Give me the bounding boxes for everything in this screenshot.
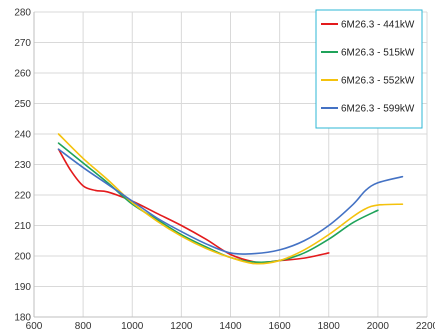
legend-label-1: 6M26.3 - 441kW xyxy=(341,20,415,31)
y-tick-label: 210 xyxy=(14,221,31,232)
x-tick-label: 1600 xyxy=(269,321,292,332)
x-tick-label: 600 xyxy=(26,321,43,332)
legend-label-3: 6M26.3 - 552kW xyxy=(341,76,415,87)
series-line-1 xyxy=(57,148,330,264)
x-tick-label: 1200 xyxy=(170,321,193,332)
x-tick-label: 2000 xyxy=(367,321,390,332)
legend-label-2: 6M26.3 - 515kW xyxy=(341,48,415,59)
series-line-4 xyxy=(57,148,404,255)
y-tick-label: 260 xyxy=(14,69,31,80)
y-tick-labels: 180 190 200 210 220 230 240 250 260 270 280 xyxy=(14,8,31,324)
series-lines xyxy=(57,133,404,265)
y-tick-label: 180 xyxy=(14,313,31,324)
x-tick-labels: 600 800 1000 1200 1400 1600 1800 2000 2200 xyxy=(26,321,435,332)
axes xyxy=(33,12,427,318)
legend: 6M26.3 - 441kW 6M26.3 - 515kW 6M26.3 - 552… xyxy=(315,9,423,129)
series-line-2 xyxy=(57,142,379,264)
y-tick-label: 280 xyxy=(14,8,31,19)
y-tick-label: 230 xyxy=(14,160,31,171)
y-tick-label: 200 xyxy=(14,252,31,263)
y-tick-label: 220 xyxy=(14,191,31,202)
y-tick-label: 240 xyxy=(14,130,31,141)
legend-label-4: 6M26.3 - 599kW xyxy=(341,104,415,115)
y-tick-label: 250 xyxy=(14,99,31,110)
x-tick-label: 1800 xyxy=(318,321,341,332)
x-tick-label: 1400 xyxy=(219,321,242,332)
x-tick-label: 2200 xyxy=(416,321,435,332)
x-tick-label: 1000 xyxy=(121,321,144,332)
x-tick-label: 800 xyxy=(75,321,92,332)
series-line-3 xyxy=(57,133,404,265)
y-tick-label: 190 xyxy=(14,282,31,293)
y-tick-label: 270 xyxy=(14,38,31,49)
